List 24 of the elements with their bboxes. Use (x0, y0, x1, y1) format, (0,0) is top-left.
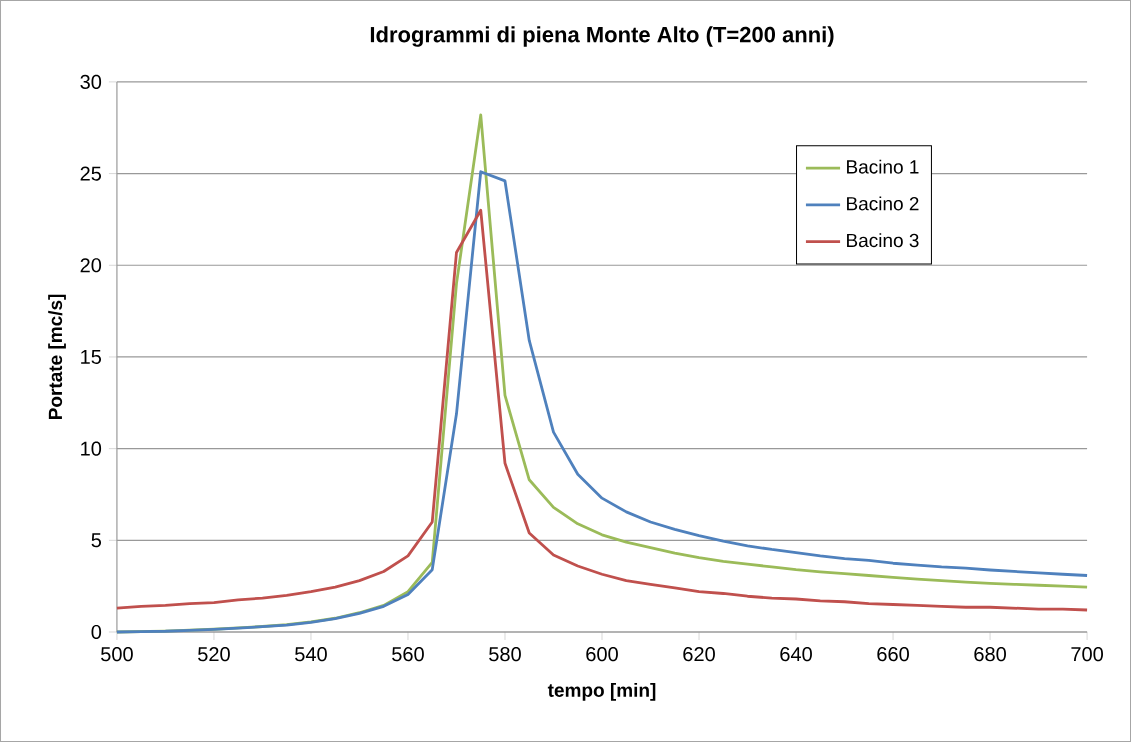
x-tick-label: 700 (1071, 647, 1103, 662)
x-tick-label: 680 (974, 647, 1006, 662)
legend-label: Bacino 3 (847, 233, 919, 248)
x-tick-label: 500 (101, 647, 133, 662)
x-tick-label: 560 (392, 647, 424, 662)
legend-label: Bacino 2 (847, 196, 919, 211)
y-tick-label: 20 (80, 258, 102, 273)
y-tick-label: 15 (81, 350, 102, 364)
x-tick-label: 600 (586, 647, 618, 662)
x-axis-title: tempo [min] (547, 683, 656, 701)
y-tick-label: 5 (91, 533, 102, 548)
chart-title: Idrogrammi di piena Monte Alto (T=200 anni) (370, 26, 834, 47)
y-tick-label: 0 (91, 624, 102, 640)
x-tick-label: 620 (683, 647, 715, 662)
x-tick-label: 540 (295, 647, 327, 662)
y-tick-label: 30 (80, 74, 102, 90)
x-tick-label: 520 (198, 647, 230, 662)
x-tick-label: 660 (877, 647, 909, 662)
y-tick-label: 10 (81, 441, 102, 456)
y-axis-title: Portate [mc/s] (48, 294, 66, 420)
x-tick-label: 640 (780, 647, 812, 662)
legend-label: Bacino 1 (847, 159, 919, 174)
y-tick-label: 25 (80, 166, 102, 181)
x-tick-label: 580 (489, 647, 521, 662)
